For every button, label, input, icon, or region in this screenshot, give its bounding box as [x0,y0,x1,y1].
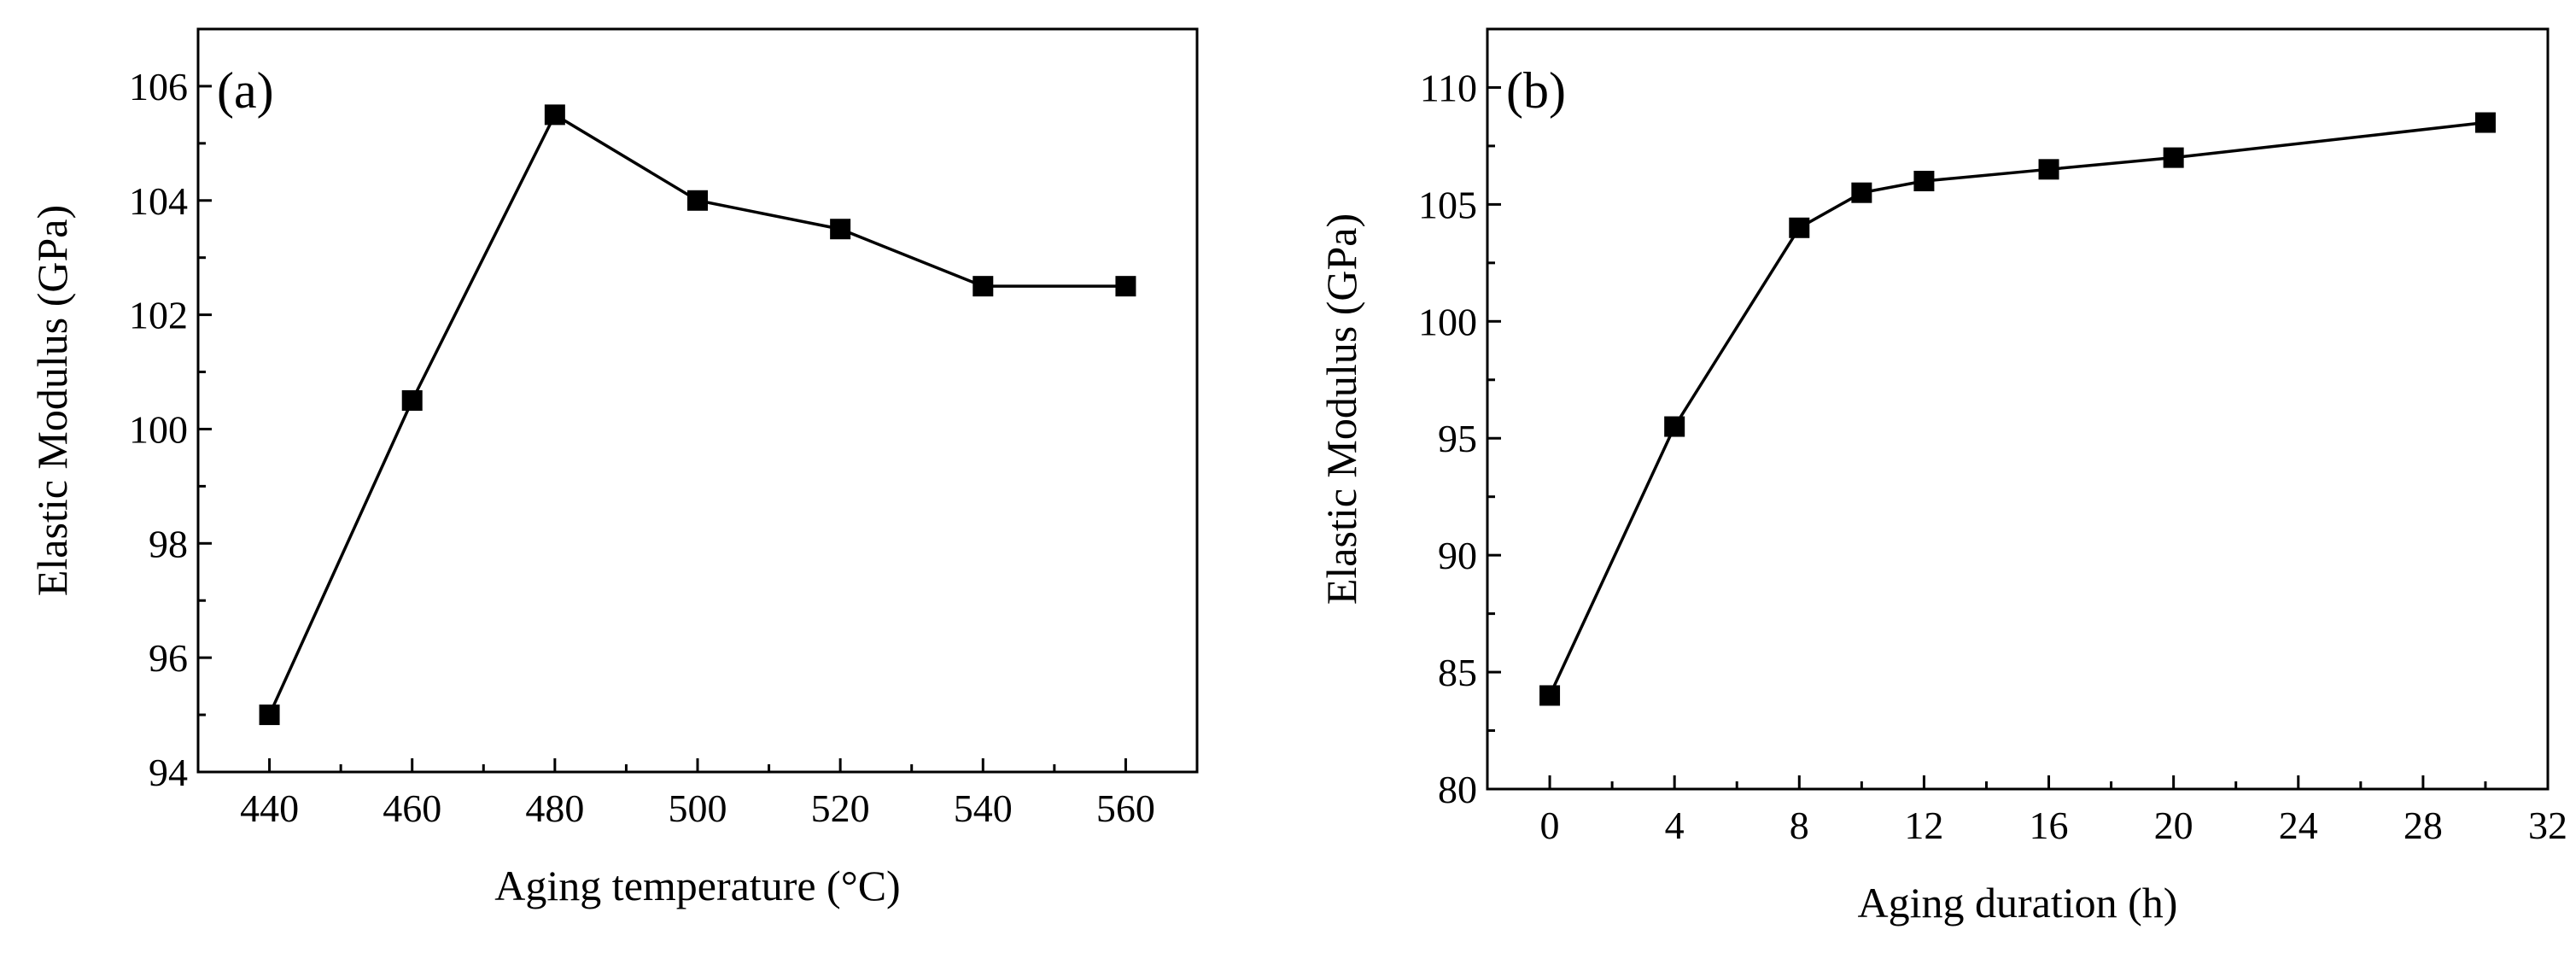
panel-a-x-tick-label: 460 [383,786,441,830]
panel-b-data-point [1789,217,1810,238]
panel-a-plot-frame [196,27,1199,774]
panel-a-y-tick-label: 100 [129,407,188,451]
panel-b-y-tick-label: 90 [1438,534,1477,577]
panel-b-data-point [1539,685,1561,706]
panel-a-x-axis-title: Aging temperature (°C) [494,862,900,909]
panel-b-plot-frame [1486,27,2550,791]
panel-a-data-point [830,219,851,240]
panel-a-x-tick-label: 540 [954,786,1013,830]
panel-b-data-point [2163,147,2184,168]
panel-a-y-tick-label: 98 [149,522,188,565]
panel-a-data-point [544,104,565,126]
panel-b-data-point [1851,182,1872,203]
panel-a-data-point [401,390,423,411]
panel-a-y-tick-label: 96 [149,636,188,680]
panel-a-data-point [973,276,994,297]
panel-a-x-tick-label: 520 [811,786,870,830]
panel-b-x-tick-label: 4 [1665,804,1685,847]
panel-b-x-tick-label: 28 [2404,804,2443,847]
panel-b-panel-label: (b) [1506,62,1566,119]
panel-a-y-axis-title: Elastic Modulus (GPa) [28,205,76,596]
panel-a-x-tick-label: 560 [1096,786,1155,830]
panel-a-y-tick-label: 94 [149,751,188,794]
chart-panel-a: 440 460 480 500 520 540 560 94 96 98 100 102 104 106 A… [28,27,1199,909]
panel-b-y-tick-label: 105 [1418,183,1477,226]
panel-b-x-tick-label: 32 [2528,804,2567,847]
panel-b-y-tick-label: 85 [1438,651,1477,694]
panel-b-x-tick-label: 20 [2154,804,2193,847]
panel-b-data-point [2038,159,2059,180]
panel-b-y-tick-label: 80 [1438,768,1477,811]
panel-b-y-tick-label: 110 [1420,66,1477,109]
panel-b-y-tick-label: 95 [1438,417,1477,460]
panel-a-y-tick-label: 104 [129,179,188,223]
panel-a-x-tick-label: 440 [240,786,299,830]
panel-a-panel-label: (a) [217,62,274,119]
panel-b-y-axis-title: Elastic Modulus (GPa) [1317,213,1365,605]
panel-b-y-tick-label: 100 [1418,300,1477,343]
panel-a-data-point [259,705,280,726]
panel-b-x-tick-label: 12 [1904,804,1943,847]
panel-a-data-point [1115,276,1136,297]
panel-a-y-tick-label: 106 [129,65,188,108]
chart-panel-b: 0 4 8 12 16 20 24 28 32 80 85 90 95 100 105 110 Aging du… [1317,27,2567,927]
panel-a-y-tick-label: 102 [129,294,188,337]
panel-b-series-line [1548,120,2486,697]
panel-b-data-point [1664,416,1685,437]
panel-b-x-tick-label: 8 [1790,804,1809,847]
panel-b-x-tick-label: 0 [1540,804,1560,847]
panel-b-x-axis-title: Aging duration (h) [1858,879,2178,927]
panel-b-data-point [1913,171,1935,191]
panel-b-data-point [2474,112,2496,133]
panel-b-x-tick-label: 24 [2279,804,2318,847]
panel-a-data-point [687,190,708,211]
panel-a-x-tick-label: 500 [669,786,727,830]
panel-b-x-tick-label: 16 [2030,804,2069,847]
panel-a-x-tick-label: 480 [525,786,584,830]
